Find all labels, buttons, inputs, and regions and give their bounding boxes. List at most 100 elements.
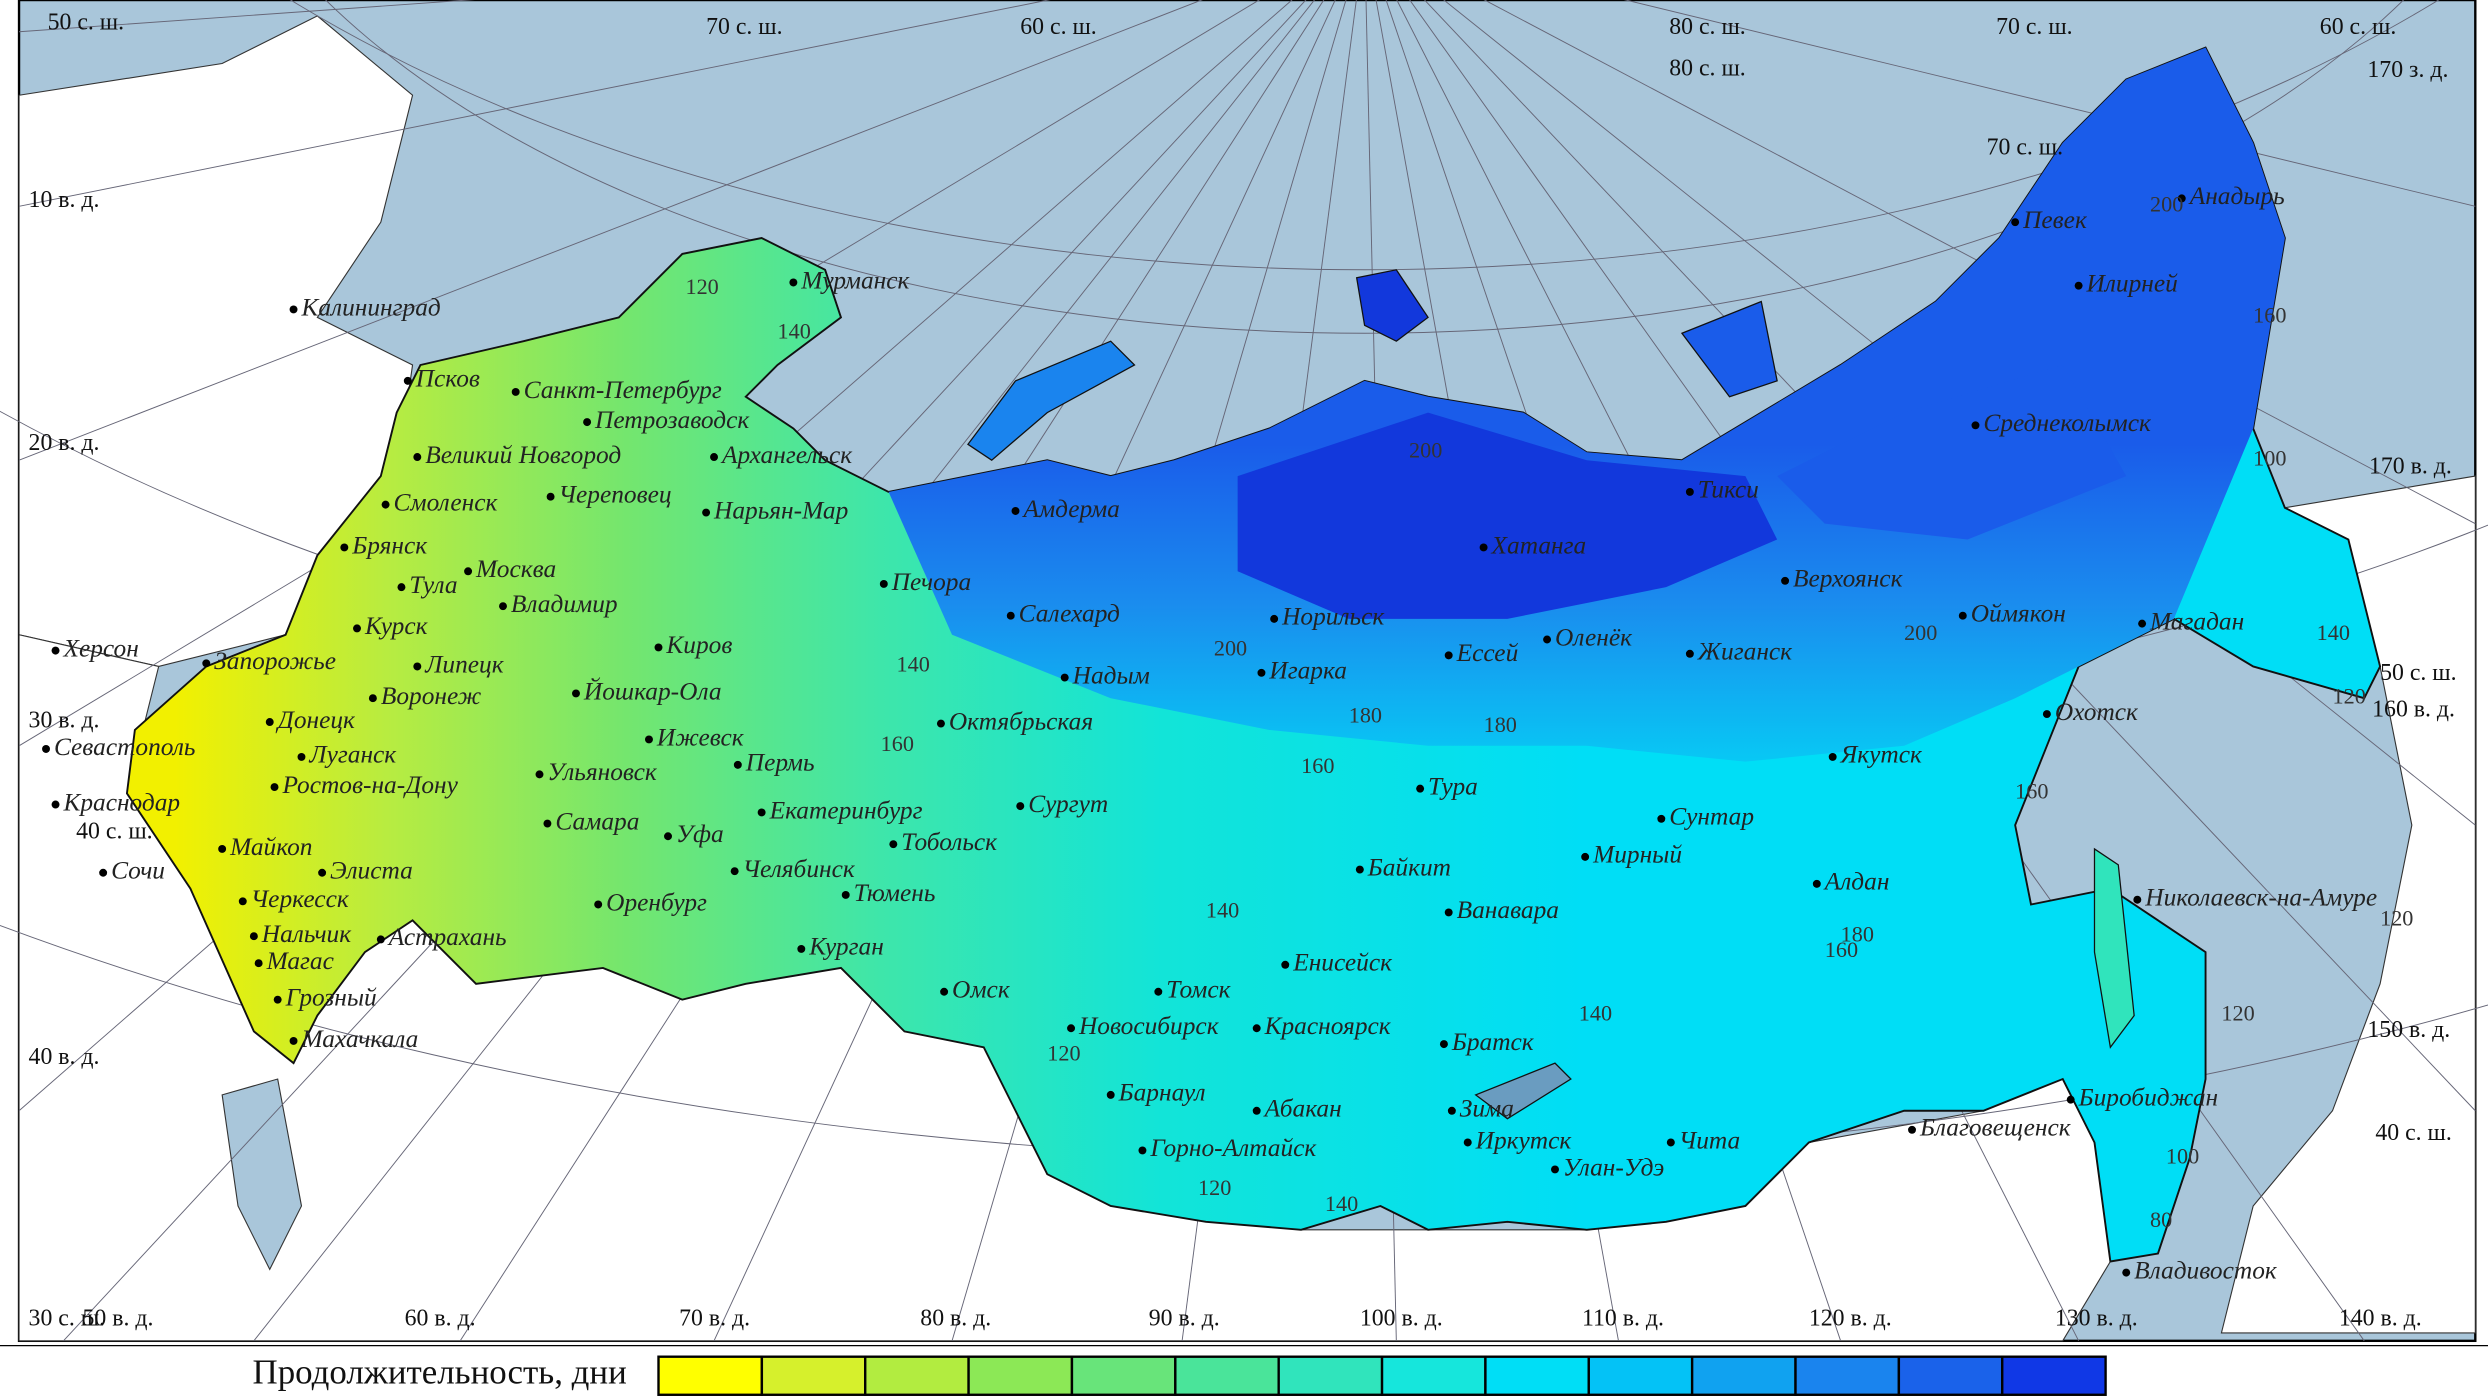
city-label: Охотск (2055, 698, 2139, 726)
city-marker (543, 819, 552, 828)
city-label: Липецк (424, 650, 505, 678)
city-marker (1270, 614, 1279, 623)
isoline-label: 140 (778, 318, 811, 343)
isoline-label: 160 (2253, 302, 2286, 327)
caspian-sea (221, 1078, 303, 1271)
grid-label: 10 в. д. (29, 187, 100, 213)
city-label: Самара (555, 807, 639, 835)
city-label: Мирный (1592, 841, 1682, 869)
city-label: Череповец (559, 481, 672, 509)
city-marker (51, 646, 60, 655)
meridian (1623, 0, 2476, 207)
city-label: Нальчик (261, 920, 352, 948)
city-label: Нарьян-Мар (713, 496, 848, 524)
city-marker (645, 735, 653, 744)
city-label: Тикси (1698, 476, 1759, 504)
city-marker (889, 840, 898, 849)
city-label: Элиста (330, 857, 413, 885)
city-label: Горно-Алтайск (1149, 1134, 1317, 1162)
city-label: Октябрьская (949, 707, 1093, 735)
north-america-land (2220, 475, 2476, 1334)
city-marker (583, 418, 592, 427)
city-label: Тобольск (901, 828, 998, 856)
city-marker (2177, 194, 2186, 203)
legend-colorbar (657, 1355, 2107, 1396)
isoline-label: 200 (1214, 636, 1247, 661)
grid-label: 20 в. д. (29, 430, 100, 456)
city-label: Барнаул (1118, 1079, 1206, 1107)
city-marker (42, 745, 50, 753)
isoline-label: 140 (897, 652, 930, 677)
grid-label: 90 в. д. (1149, 1306, 1220, 1332)
novaya-zemlya (966, 340, 1136, 461)
isoline-label: 140 (1579, 1001, 1612, 1026)
city-label: Новосибирск (1078, 1012, 1220, 1040)
city-label: Астрахань (387, 923, 507, 951)
city-label: Салехард (1019, 600, 1120, 628)
city-label: Йошкар-Ола (583, 677, 722, 705)
city-label: Краснодар (62, 788, 180, 816)
city-marker (1439, 1040, 1448, 1049)
city-label: Певек (2022, 206, 2088, 234)
grid-label: 70 с. ш. (1987, 135, 2063, 161)
legend-title: Продолжительность, дни (253, 1353, 627, 1392)
city-label: Грозный (285, 984, 377, 1012)
city-marker (218, 844, 227, 853)
city-label: Братск (1451, 1028, 1535, 1056)
city-marker (1067, 1024, 1076, 1033)
grid-label: 170 в. д. (2369, 454, 2452, 480)
grid-label: 70 с. ш. (1996, 14, 2072, 40)
city-marker (535, 770, 544, 779)
coldest-zone (1237, 412, 1778, 619)
city-marker (368, 694, 377, 703)
legend-swatch (760, 1355, 867, 1396)
legend-swatch (864, 1355, 970, 1396)
city-marker (757, 808, 766, 817)
city-marker (1447, 1106, 1456, 1115)
city-marker (1828, 752, 1837, 761)
city-label: Владимир (511, 590, 618, 618)
city-label: Магас (266, 947, 334, 975)
city-marker (202, 659, 211, 668)
legend-swatch (657, 1355, 764, 1396)
isoline-label: 140 (1206, 898, 1239, 923)
isoline-label: 200 (1904, 620, 1937, 645)
city-marker (51, 800, 60, 809)
isoline-label: 120 (685, 274, 718, 299)
city-label: Ессей (1456, 639, 1519, 667)
isoline-label: 120 (1198, 1175, 1231, 1200)
city-label: Красноярск (1264, 1012, 1392, 1040)
city-label: Николаевск-на-Амуре (2144, 884, 2377, 912)
isoline-label: 200 (2150, 191, 2183, 216)
city-marker (2133, 895, 2142, 904)
city-label: Алдан (1823, 868, 1890, 896)
city-label: Тура (1428, 772, 1478, 800)
city-marker (249, 932, 258, 941)
city-label: Якутск (1840, 741, 1923, 769)
city-marker (99, 868, 108, 877)
city-label: Сургут (1028, 790, 1108, 818)
city-label: Мурманск (800, 266, 910, 294)
legend-swatch (1690, 1355, 1797, 1396)
city-marker (318, 868, 327, 877)
city-marker (403, 376, 412, 385)
city-marker (254, 959, 263, 968)
city-label: Чита (1679, 1126, 1741, 1154)
grid-label: 40 с. ш. (76, 819, 152, 845)
city-label: Челябинск (743, 855, 856, 883)
city-label: Майкоп (229, 833, 312, 861)
baikal (1474, 1062, 1572, 1120)
city-marker (273, 995, 282, 1004)
city-marker (1812, 879, 1821, 888)
city-marker (2122, 1268, 2131, 1277)
city-marker (1444, 651, 1453, 660)
city-marker (413, 453, 422, 461)
isoline-label: 140 (1325, 1191, 1358, 1216)
city-marker (797, 944, 806, 953)
legend-swatch (1484, 1355, 1590, 1396)
city-marker (376, 935, 385, 944)
city-label: Оленёк (1555, 623, 1633, 651)
city-label: Луганск (308, 741, 397, 769)
city-marker (1355, 865, 1364, 874)
city-marker (2066, 1095, 2075, 1104)
